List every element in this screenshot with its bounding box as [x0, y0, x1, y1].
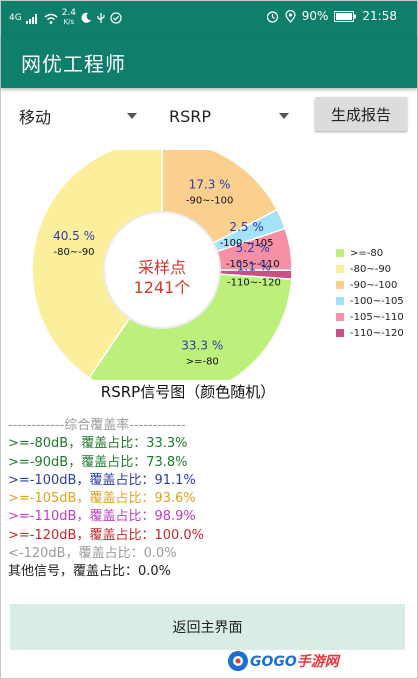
check-circle-icon [110, 12, 122, 24]
metric-select[interactable]: RSRP [169, 101, 291, 131]
slice-range-label: >=-80 [186, 357, 219, 368]
legend-item: -100~-105 [336, 293, 404, 309]
status-right: 90% 21:58 [266, 9, 397, 23]
slice-range-label: -110~-120 [227, 277, 281, 288]
pie-slice--80~-90 [31, 150, 163, 379]
legend-label: -100~-105 [350, 295, 404, 307]
legend-swatch [336, 281, 344, 289]
coverage-line: >=-105dB，覆盖占比：93.6% [8, 491, 196, 507]
legend-item: -105~-110 [336, 309, 404, 325]
watermark-brand-a: GOGO [250, 654, 297, 670]
chevron-down-icon [127, 113, 137, 119]
slice-range-label: -80~-90 [54, 247, 95, 258]
slice-percent-label: 33.3 % [181, 339, 223, 353]
legend-swatch [336, 297, 344, 305]
slice-percent-label: 1.1 % [237, 259, 271, 273]
net-speed-value: 2.4 [61, 8, 77, 18]
metric-select-value: RSRP [169, 106, 212, 126]
center-label: 采样点 [138, 258, 186, 277]
battery-icon [334, 10, 357, 22]
chevron-down-icon [279, 113, 289, 119]
coverage-line: >=-90dB，覆盖占比：73.8% [8, 454, 188, 470]
watermark-text: GOGO手游网 [250, 651, 339, 671]
center-count: 1241个 [134, 278, 191, 297]
slice-percent-label: 40.5 % [53, 229, 95, 243]
legend-label: >=-80 [350, 247, 384, 259]
legend-swatch [336, 265, 344, 273]
chart-legend: >=-80 -80~-90 -90~-100 -100~-105 -105~-110 -1… [336, 245, 404, 341]
filter-toolbar: 移动 RSRP 生成报告 [1, 95, 417, 139]
slice-percent-label: 5.2 % [236, 241, 270, 255]
watermark-logo: GOGO手游网 [226, 648, 339, 674]
legend-label: -105~-110 [350, 311, 404, 323]
battery-percent: 90% [301, 9, 329, 23]
coverage-line: >=-80dB，覆盖占比：33.3% [8, 436, 188, 452]
donut-hole [103, 211, 221, 329]
location-icon [285, 9, 296, 23]
coverage-line: <-120dB，覆盖占比：0.0% [8, 546, 177, 562]
app-bar: 网优工程师 [1, 34, 417, 88]
network-type: 4G [9, 12, 22, 23]
slice-percent-label: 17.3 % [189, 177, 231, 191]
net-speed-unit: K/s [63, 18, 75, 26]
watermark-brand-b: 手游网 [296, 654, 339, 670]
coverage-line: >=-120dB，覆盖占比：100.0% [8, 527, 205, 543]
app-title: 网优工程师 [21, 52, 126, 76]
gogo-logo-icon [228, 651, 248, 671]
legend-swatch [336, 313, 344, 321]
signal-icon [25, 13, 37, 24]
net-speed: 2.4 K/s [62, 9, 76, 27]
return-main-button[interactable]: 返回主界面 [10, 604, 405, 650]
chart-title: RSRP信号图（颜色随机） [100, 383, 276, 401]
slice-range-label: -90~-100 [186, 195, 233, 206]
legend-item: -90~-100 [336, 277, 404, 293]
pie-slice->=-80 [88, 269, 293, 380]
stats-header: ------------综合覆盖率------------ [8, 418, 186, 433]
stats-lines: >=-80dB，覆盖占比：33.3% >=-90dB，覆盖占比：73.8% >=-1… [8, 435, 204, 581]
alarm-icon [266, 10, 278, 23]
usb-icon [97, 13, 105, 23]
coverage-line: 其他信号，覆盖占比：0.0% [8, 564, 172, 580]
wifi-icon [44, 13, 58, 24]
generate-report-button[interactable]: 生成报告 [315, 97, 407, 131]
status-bar: 4G 2.4 K/s [1, 1, 417, 34]
status-left: 4G 2.4 K/s [9, 9, 122, 27]
slice-percent-label: 2.5 % [229, 220, 263, 234]
slice-range-label: -105~-110 [226, 259, 280, 270]
legend-item: -110~-120 [336, 325, 404, 341]
coverage-line: >=-100dB，覆盖占比：91.1% [8, 472, 196, 488]
coverage-line: >=-110dB，覆盖占比：98.9% [8, 509, 196, 525]
legend-item: -80~-90 [336, 261, 404, 277]
operator-select[interactable]: 移动 [19, 101, 139, 131]
legend-label: -110~-120 [350, 327, 404, 339]
moon-icon [81, 12, 92, 23]
slice-range-label: -100~-105 [220, 238, 274, 249]
legend-item: >=-80 [336, 245, 404, 261]
legend-label: -80~-90 [350, 263, 392, 275]
legend-swatch [336, 329, 344, 337]
legend-label: -90~-100 [350, 279, 398, 291]
clock: 21:58 [362, 9, 397, 23]
legend-swatch [336, 249, 344, 257]
coverage-stats: ------------综合覆盖率------------ >=-80dB，覆盖… [8, 417, 204, 582]
operator-select-value: 移动 [19, 108, 52, 127]
